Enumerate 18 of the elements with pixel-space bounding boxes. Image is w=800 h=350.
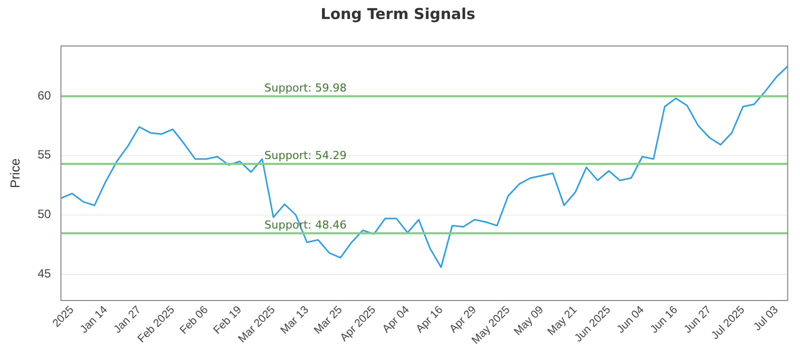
ref-line-label: Support: 54.29 — [264, 149, 347, 162]
y-tick-label: 45 — [38, 266, 52, 281]
y-tick-label: 55 — [38, 148, 52, 162]
x-tick-label: Feb 06 — [178, 304, 211, 337]
y-tick-label: 50 — [38, 207, 52, 222]
x-tick-label: Jan 14 — [78, 304, 110, 336]
y-axis-title: Price — [7, 158, 22, 188]
x-tick-label: Apr 16 — [414, 304, 446, 336]
x-tick-label: Apr 04 — [380, 304, 412, 336]
x-tick-label: Jul 03 — [752, 304, 781, 334]
y-tick-label: 60 — [38, 88, 52, 102]
chart-title: Long Term Signals — [320, 4, 476, 23]
x-tick-label: Mar 13 — [278, 304, 312, 337]
x-tick-label: Jun 16 — [648, 304, 680, 336]
x-tick-label: Jun 27 — [682, 304, 714, 336]
ref-line-label: Support: 59.98 — [264, 82, 347, 95]
x-tick-label: May 09 — [512, 304, 546, 338]
x-tick-label: Jun 04 — [614, 304, 647, 336]
